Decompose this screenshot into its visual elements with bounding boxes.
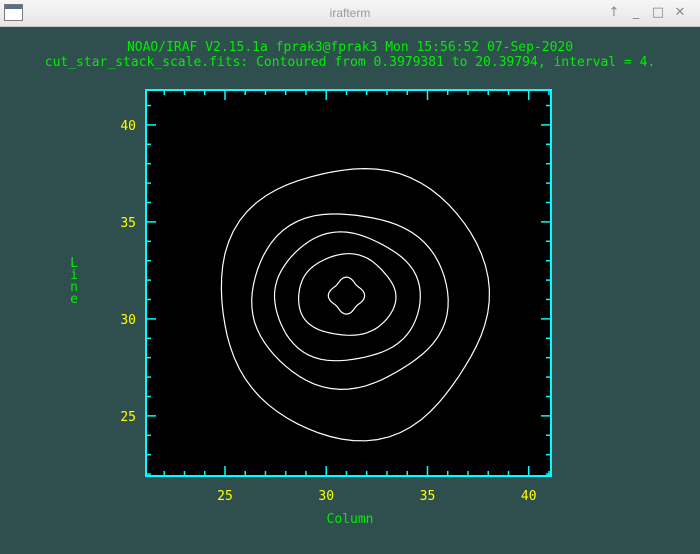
x-tick-label: 40 xyxy=(521,489,537,504)
contour-line xyxy=(251,213,449,391)
plot-area xyxy=(146,90,551,476)
plot-header-contour-info: cut_star_stack_scale.fits: Contoured fro… xyxy=(44,55,656,70)
x-axis-label: Column xyxy=(326,512,374,527)
close-icon[interactable]: ✕ xyxy=(674,5,686,20)
minimize-icon[interactable]: _ xyxy=(632,5,640,20)
x-tick-label: 35 xyxy=(420,489,436,504)
maximize-icon[interactable]: □ xyxy=(651,5,665,20)
x-tick-label: 25 xyxy=(217,489,233,504)
contour-line xyxy=(297,253,397,336)
y-tick-label: 40 xyxy=(120,119,136,134)
contour-line xyxy=(220,167,491,442)
contour-line xyxy=(327,276,366,315)
window-title: irafterm xyxy=(329,6,371,20)
window-icon[interactable] xyxy=(4,4,23,21)
y-tick-label: 30 xyxy=(120,313,136,328)
x-tick-label: 30 xyxy=(318,489,334,504)
y-tick-label: 35 xyxy=(120,216,136,231)
plot-frame xyxy=(145,89,552,477)
up-arrow-icon[interactable]: ↑ xyxy=(608,5,620,20)
y-tick-label: 25 xyxy=(120,410,136,425)
y-axis-label: Line xyxy=(70,256,78,307)
plot-header-info: NOAO/IRAF V2.15.1a fprak3@fprak3 Mon 15:… xyxy=(126,40,574,55)
contour-line xyxy=(273,231,421,362)
title-bar: irafterm ↑ _ □ ✕ xyxy=(0,0,700,27)
